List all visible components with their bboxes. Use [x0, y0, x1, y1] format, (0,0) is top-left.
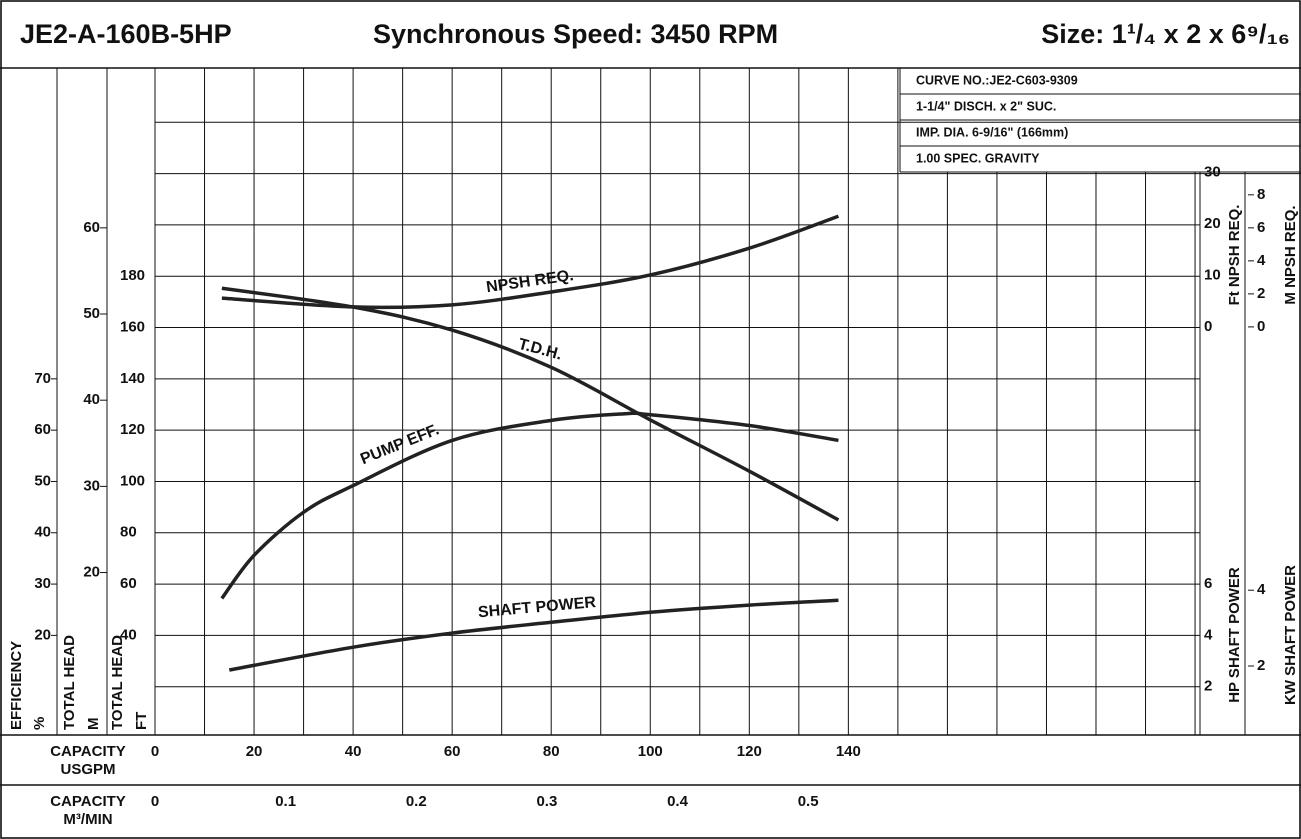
x-tick-label: 60: [444, 743, 461, 760]
y-tick-label: 60: [120, 575, 137, 592]
curve: [228, 598, 839, 672]
y-tick-label: 120: [120, 421, 145, 438]
y-tick-label: 140: [120, 370, 145, 387]
x-tick-label: 0: [151, 743, 159, 760]
y-axis-title: KW SHAFT POWER: [1282, 565, 1299, 705]
y-axis-title: FT: [133, 712, 150, 730]
y-tick-label: 0: [1204, 318, 1212, 335]
y-tick-label: 20: [34, 626, 51, 643]
y-tick-label: 10: [1204, 266, 1221, 283]
y-tick-label: 30: [83, 477, 100, 494]
x-tick-label: 140: [836, 743, 861, 760]
x-tick-label: 0.5: [798, 793, 819, 810]
y-tick-label: 30: [1204, 163, 1221, 180]
x-tick-label: 80: [543, 743, 560, 760]
y-tick-label: 100: [120, 472, 145, 489]
y-tick-label: 160: [120, 319, 145, 336]
y-tick-label: 2: [1257, 657, 1265, 674]
x-tick-label: 20: [246, 743, 263, 760]
y-axis-title: TOTAL HEAD: [109, 635, 126, 730]
y-tick-label: 30: [34, 575, 51, 592]
curve: [221, 286, 840, 522]
note: IMP. DIA. 6-9/16" (166mm): [916, 125, 1068, 139]
y-tick-label: 4: [1257, 581, 1266, 598]
x-axis-title: USGPM: [60, 761, 115, 778]
curve-label: SHAFT POWER: [477, 594, 597, 621]
y-tick-label: 20: [83, 564, 100, 581]
y-tick-label: 20: [1204, 215, 1221, 232]
y-tick-label: 4: [1204, 626, 1213, 643]
y-tick-label: 40: [120, 626, 137, 643]
size: Size: 1¹/₄ x 2 x 6⁹/₁₆: [1041, 19, 1290, 49]
curve-label: T.D.H.: [516, 336, 563, 364]
y-tick-label: 70: [34, 370, 51, 387]
y-axis-title: HP SHAFT POWER: [1226, 567, 1243, 703]
y-tick-label: 2: [1257, 285, 1265, 302]
y-tick-label: 6: [1204, 575, 1212, 592]
x-tick-label: 120: [737, 743, 762, 760]
y-axis-title: %: [31, 717, 48, 730]
y-tick-label: 50: [34, 472, 51, 489]
y-tick-label: 0: [1257, 318, 1265, 335]
title: JE2-A-160B-5HP: [20, 19, 232, 49]
y-axis-title: EFFICIENCY: [8, 641, 25, 730]
x-tick-label: 0.2: [406, 793, 427, 810]
y-tick-label: 60: [83, 219, 100, 236]
x-tick-label: 0.3: [536, 793, 557, 810]
y-axis-title: Ft NPSH REQ.: [1226, 205, 1243, 306]
x-tick-label: 0.1: [275, 793, 296, 810]
y-tick-label: 2: [1204, 678, 1212, 695]
y-tick-label: 4: [1257, 252, 1266, 269]
x-tick-label: 40: [345, 743, 362, 760]
x-tick-label: 0: [151, 793, 159, 810]
y-tick-label: 8: [1257, 186, 1265, 203]
y-tick-label: 180: [120, 267, 145, 284]
x-tick-label: 0.4: [667, 793, 689, 810]
note: 1-1/4" DISCH. x 2" SUC.: [916, 99, 1056, 113]
x-axis-title: M³/MIN: [63, 811, 112, 828]
y-tick-label: 40: [34, 524, 51, 541]
note: 1.00 SPEC. GRAVITY: [916, 151, 1040, 165]
curve: [220, 411, 839, 600]
y-axis-title: M NPSH REQ.: [1282, 205, 1299, 304]
x-axis-title: CAPACITY: [50, 743, 126, 760]
y-tick-label: 40: [83, 391, 100, 408]
y-tick-label: 60: [34, 421, 51, 438]
speed: Synchronous Speed: 3450 RPM: [373, 19, 778, 49]
y-axis-title: M: [85, 718, 102, 731]
y-axis-title: TOTAL HEAD: [61, 635, 78, 730]
y-tick-label: 80: [120, 524, 137, 541]
y-tick-label: 6: [1257, 219, 1265, 236]
y-tick-label: 50: [83, 305, 100, 322]
x-tick-label: 100: [638, 743, 663, 760]
curve: [221, 214, 840, 310]
x-axis-title: CAPACITY: [50, 793, 126, 810]
note: CURVE NO.:JE2-C603-9309: [916, 73, 1078, 87]
